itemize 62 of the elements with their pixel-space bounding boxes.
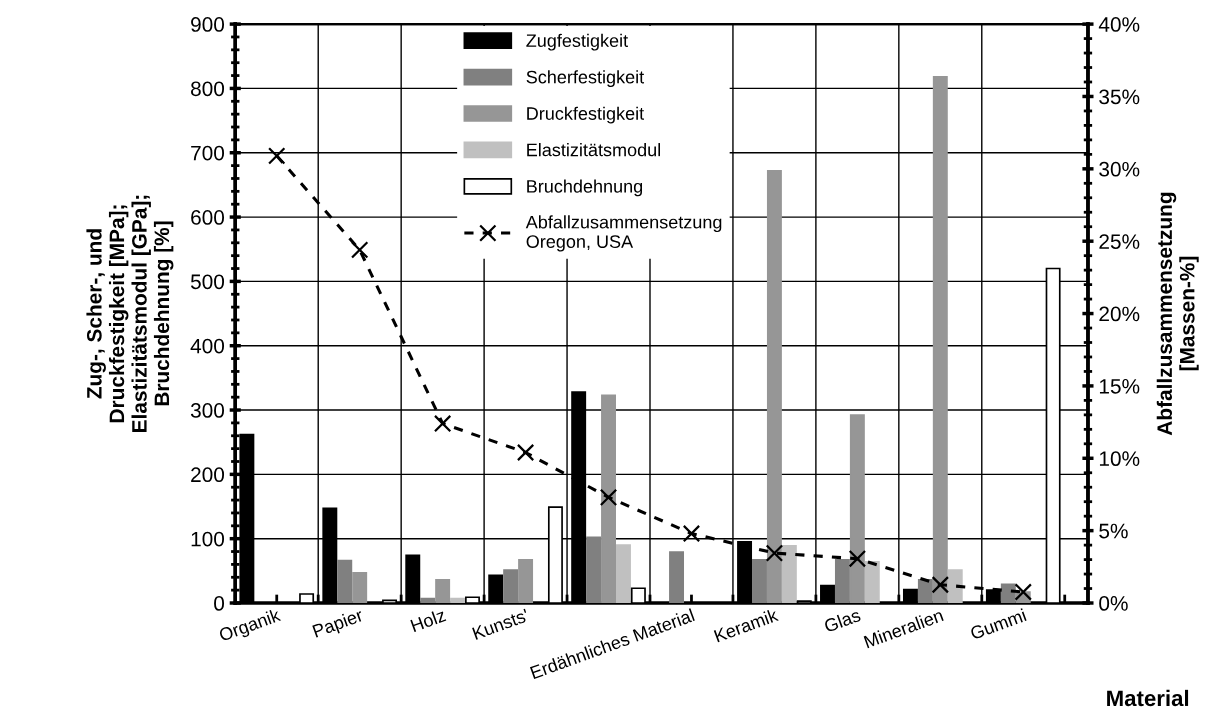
bar	[834, 559, 850, 603]
y-tick-label: 0	[214, 596, 225, 611]
bar	[615, 544, 631, 603]
y2-tick-label: 5%	[1099, 523, 1128, 539]
bar	[849, 414, 865, 603]
point	[682, 524, 701, 543]
point	[848, 549, 867, 568]
point	[433, 414, 452, 433]
bar	[601, 394, 616, 603]
bar	[435, 579, 451, 603]
y-tick-label: 900	[191, 17, 225, 32]
y-tick-label: 600	[191, 210, 225, 225]
y2-tick-label: 15%	[1099, 379, 1140, 394]
y-tick-label: 100	[191, 531, 225, 547]
bar	[766, 169, 782, 603]
bar	[420, 597, 436, 603]
bar	[518, 559, 534, 603]
y-axis-title: Zug-, Scher-, und Druckfestigkeit [MPa]; Elastizitätsmodul [GPa]; Bruchdehnung [%]	[86, 195, 174, 432]
legend-label: Abfallzusammensetzung Oregon, USA	[525, 215, 722, 252]
y-tick-label: 800	[191, 81, 225, 97]
point	[350, 241, 369, 259]
bar	[781, 544, 797, 603]
legend-label: Bruchdehnung	[527, 179, 643, 197]
x-tick-label: Glas	[823, 608, 862, 633]
y2-tick-label: 35%	[1099, 89, 1140, 105]
bar	[450, 597, 466, 603]
legend-label: Scherfestigkeit	[526, 70, 645, 88]
point	[599, 488, 618, 507]
point	[267, 147, 286, 165]
point	[1014, 583, 1033, 601]
y-tick-label: 300	[190, 403, 225, 418]
y2-tick-label: 40%	[1098, 17, 1140, 32]
x-tick-label: Papier	[312, 607, 366, 642]
bar	[947, 569, 963, 603]
point	[931, 576, 950, 594]
bar	[917, 579, 933, 603]
point	[516, 443, 535, 462]
y2-tick-label: 0%	[1099, 596, 1128, 611]
y2-tick-label: 25%	[1099, 234, 1140, 249]
legend-label: Druckfestigkeit	[527, 106, 645, 124]
bar	[1000, 583, 1016, 603]
bar	[352, 571, 368, 603]
y2-axis-title: Abfallzusammensetzung [Massen-%]	[1156, 192, 1199, 436]
bar	[586, 536, 602, 603]
bar	[752, 559, 767, 603]
y-tick-label: 400	[190, 338, 225, 354]
bar	[503, 569, 519, 603]
x-axis-title: Material	[1107, 689, 1189, 707]
x-tick-label: Holz	[410, 608, 447, 633]
y2-tick-label: 30%	[1099, 161, 1140, 177]
bar	[932, 76, 948, 603]
y2-tick-label: 10%	[1099, 451, 1140, 467]
bar	[864, 561, 880, 603]
y-tick-label: 700	[191, 145, 225, 161]
legend-label: Elastizitätsmodul	[527, 143, 661, 157]
bar	[337, 559, 353, 603]
point	[765, 544, 784, 562]
y-tick-label: 500	[190, 274, 225, 290]
bar	[669, 551, 685, 603]
legend-label: Zugfestigkeit	[526, 33, 628, 51]
y-tick-label: 200	[191, 467, 225, 483]
y2-tick-label: 20%	[1099, 306, 1140, 322]
